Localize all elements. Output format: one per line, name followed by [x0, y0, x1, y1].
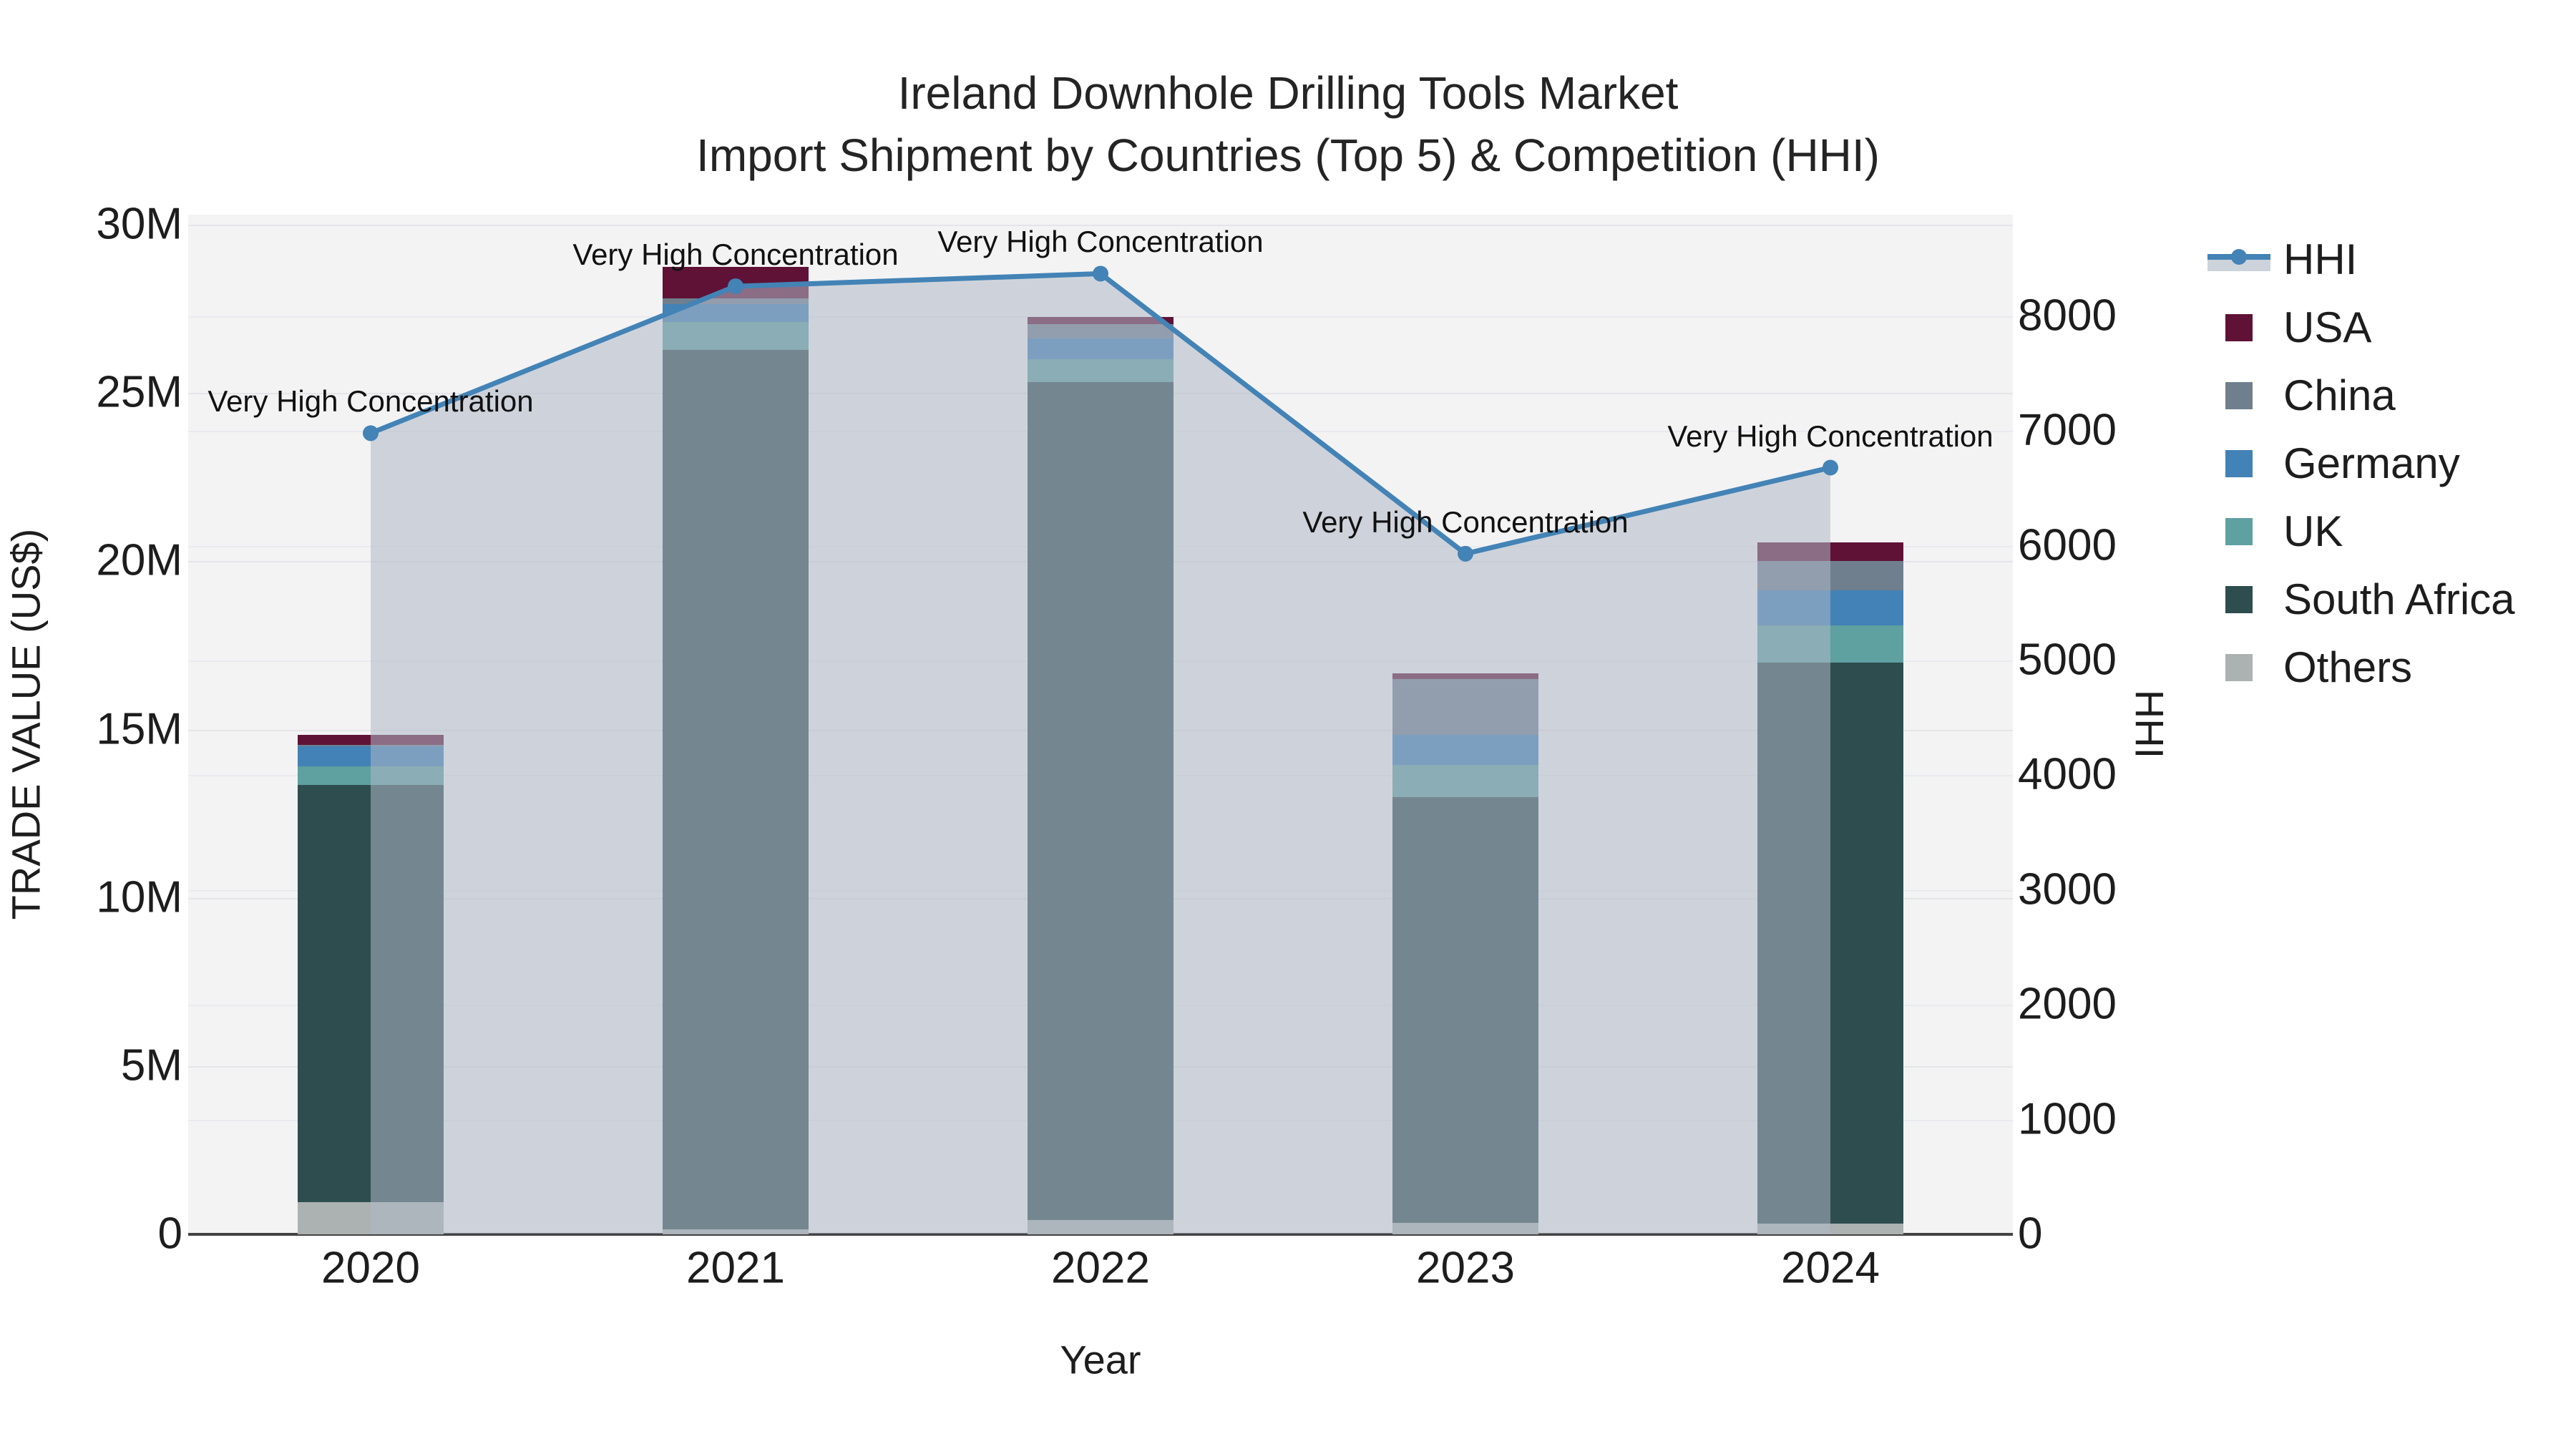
legend-label: China: [2283, 371, 2396, 419]
x-tick-2020: 2020: [321, 1243, 420, 1293]
y-right-tick-0: 0: [2018, 1209, 2043, 1259]
y-left-tick-30M: 30M: [96, 199, 182, 249]
annotation-2021: Very High Concentration: [572, 238, 899, 272]
chart-title-line1: Ireland Downhole Drilling Tools Market: [897, 67, 1679, 119]
y-left-tick-15M: 15M: [96, 704, 182, 754]
hhi-line-swatch-icon: [2207, 244, 2270, 275]
y-right-axis-title: HHI: [2127, 689, 2172, 759]
hhi-marker-2022[interactable]: [1093, 265, 1108, 282]
y-left-axis-title: TRADE VALUE (US$): [3, 528, 49, 920]
y-left-tick-5M: 5M: [120, 1040, 182, 1091]
legend-label: USA: [2283, 303, 2372, 351]
y-right-tick-8000: 8000: [2018, 291, 2117, 341]
legend-item-usa[interactable]: USA: [2207, 293, 2515, 361]
x-tick-2021: 2021: [686, 1243, 785, 1293]
y-left-tick-20M: 20M: [96, 535, 182, 585]
legend-label: Others: [2283, 643, 2413, 691]
y-right-tick-2000: 2000: [2018, 979, 2117, 1029]
hhi-marker-2021[interactable]: [728, 278, 743, 295]
annotation-2024: Very High Concentration: [1667, 419, 1994, 453]
x-tick-2024: 2024: [1781, 1243, 1880, 1293]
y-right-tick-6000: 6000: [2018, 520, 2117, 570]
annotation-2023: Very High Concentration: [1302, 504, 1629, 539]
y-left-tick-25M: 25M: [96, 367, 182, 417]
annotation-2020: Very High Concentration: [208, 384, 534, 419]
y-left-tick-0: 0: [157, 1209, 182, 1259]
x-tick-2023: 2023: [1416, 1243, 1515, 1293]
legend-item-china[interactable]: China: [2207, 361, 2515, 429]
x-tick-2022: 2022: [1051, 1243, 1150, 1293]
gridline-left-axis: [188, 225, 2013, 227]
legend-item-germany[interactable]: Germany: [2207, 429, 2515, 497]
legend-color-swatch-icon: [2207, 517, 2270, 545]
legend-color-swatch-icon: [2207, 313, 2270, 341]
legend-label: UK: [2283, 507, 2343, 555]
hhi-marker-2024[interactable]: [1823, 459, 1838, 476]
hhi-marker-2020[interactable]: [363, 425, 379, 441]
x-axis-line: [188, 1233, 2013, 1236]
annotation-2022: Very High Concentration: [937, 225, 1264, 259]
y-right-tick-3000: 3000: [2018, 864, 2117, 914]
y-right-tick-5000: 5000: [2018, 635, 2117, 685]
y-left-tick-10M: 10M: [96, 872, 182, 922]
legend-label: Germany: [2283, 439, 2460, 487]
legend-item-hhi[interactable]: HHI: [2207, 225, 2515, 293]
hhi-line-layer[interactable]: [188, 215, 2013, 1234]
legend-item-south-africa[interactable]: South Africa: [2207, 565, 2515, 633]
legend-color-swatch-icon: [2207, 449, 2270, 477]
plot-area: [188, 215, 2013, 1234]
hhi-area-fill: [371, 273, 1830, 1234]
legend-color-swatch-icon: [2207, 381, 2270, 409]
hhi-marker-2023[interactable]: [1458, 545, 1473, 562]
legend-item-others[interactable]: Others: [2207, 633, 2515, 701]
legend-label: South Africa: [2283, 575, 2515, 623]
x-axis-title: Year: [1060, 1337, 1141, 1382]
y-right-tick-4000: 4000: [2018, 749, 2117, 799]
chart-title-line2: Import Shipment by Countries (Top 5) & C…: [696, 130, 1880, 181]
y-right-tick-7000: 7000: [2018, 405, 2117, 455]
legend-color-swatch-icon: [2207, 585, 2270, 613]
legend-item-uk[interactable]: UK: [2207, 497, 2515, 565]
legend-color-swatch-icon: [2207, 653, 2270, 681]
legend-label: HHI: [2283, 235, 2358, 283]
y-right-tick-1000: 1000: [2018, 1094, 2117, 1144]
legend: HHI USA China Germany UK South Africa Others: [2207, 225, 2515, 701]
